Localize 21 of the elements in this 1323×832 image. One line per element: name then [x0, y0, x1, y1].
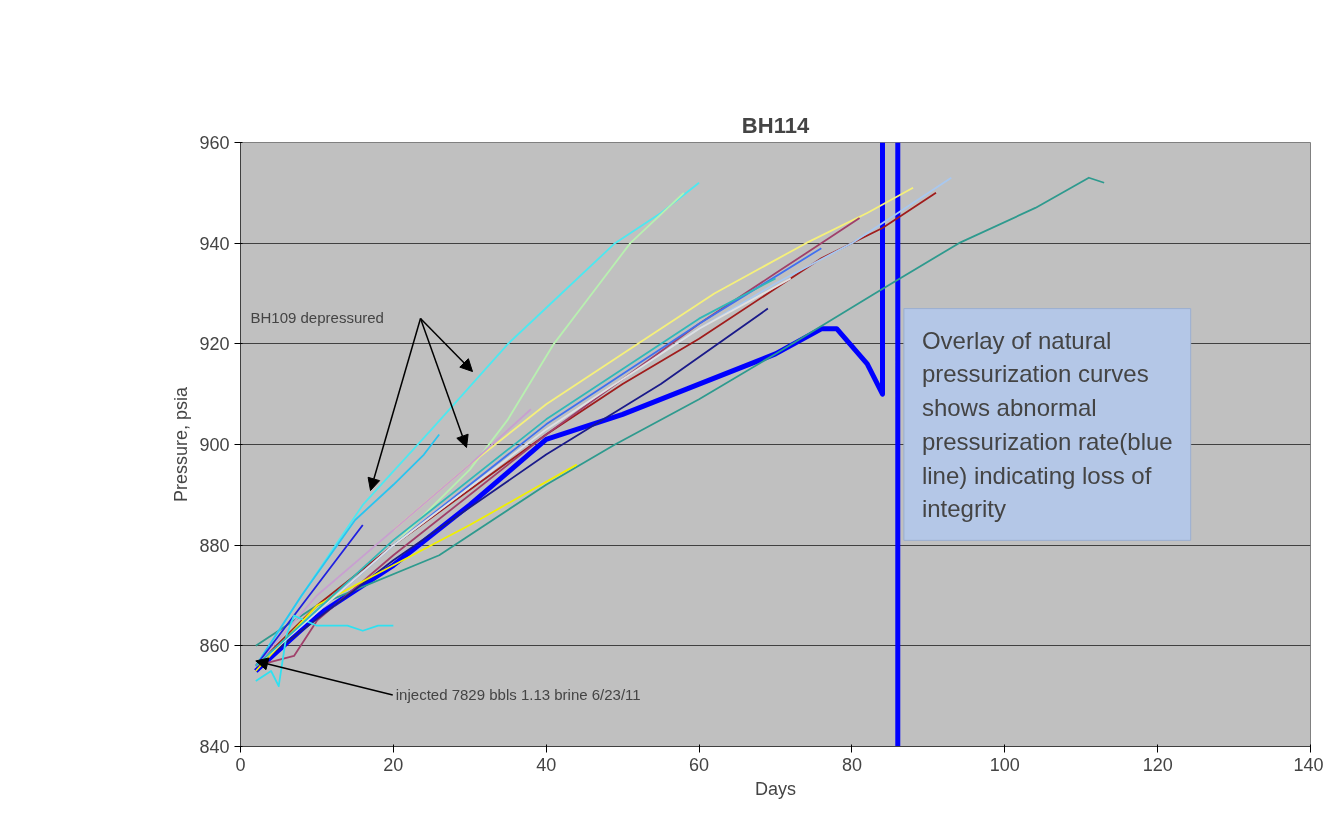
x-axis-title: Days — [755, 778, 797, 799]
y-tick-label: 960 — [199, 133, 230, 153]
x-tick-label: 120 — [1142, 754, 1173, 775]
x-tick-label: 0 — [235, 754, 246, 775]
y-tick-label: 880 — [199, 535, 230, 556]
y-tick-label: 840 — [199, 737, 230, 757]
y-tick-label: 940 — [199, 233, 230, 254]
annotation: Overlay of natural pressurization curves shows abnormal pressurization rate(blue line) indicating loss of integrity — [921, 326, 1173, 523]
x-tick-label: 80 — [841, 754, 862, 775]
y-axis-title: Pressure, psia — [171, 385, 192, 503]
x-tick-label: 60 — [689, 754, 710, 775]
y-tick-label: 860 — [199, 636, 230, 657]
x-tick-label: 40 — [536, 754, 557, 775]
chart-title: BH114 — [741, 112, 810, 138]
y-tick-label: 920 — [199, 334, 230, 355]
annotation: BH109 depressured — [250, 308, 384, 326]
x-tick-label: 140 — [1293, 754, 1323, 775]
y-tick-label: 900 — [199, 435, 230, 455]
x-tick-label: 100 — [989, 754, 1020, 775]
annotation: injected 7829 bbls 1.13 brine 6/23/11 — [395, 686, 641, 704]
x-tick-label: 20 — [383, 754, 404, 775]
